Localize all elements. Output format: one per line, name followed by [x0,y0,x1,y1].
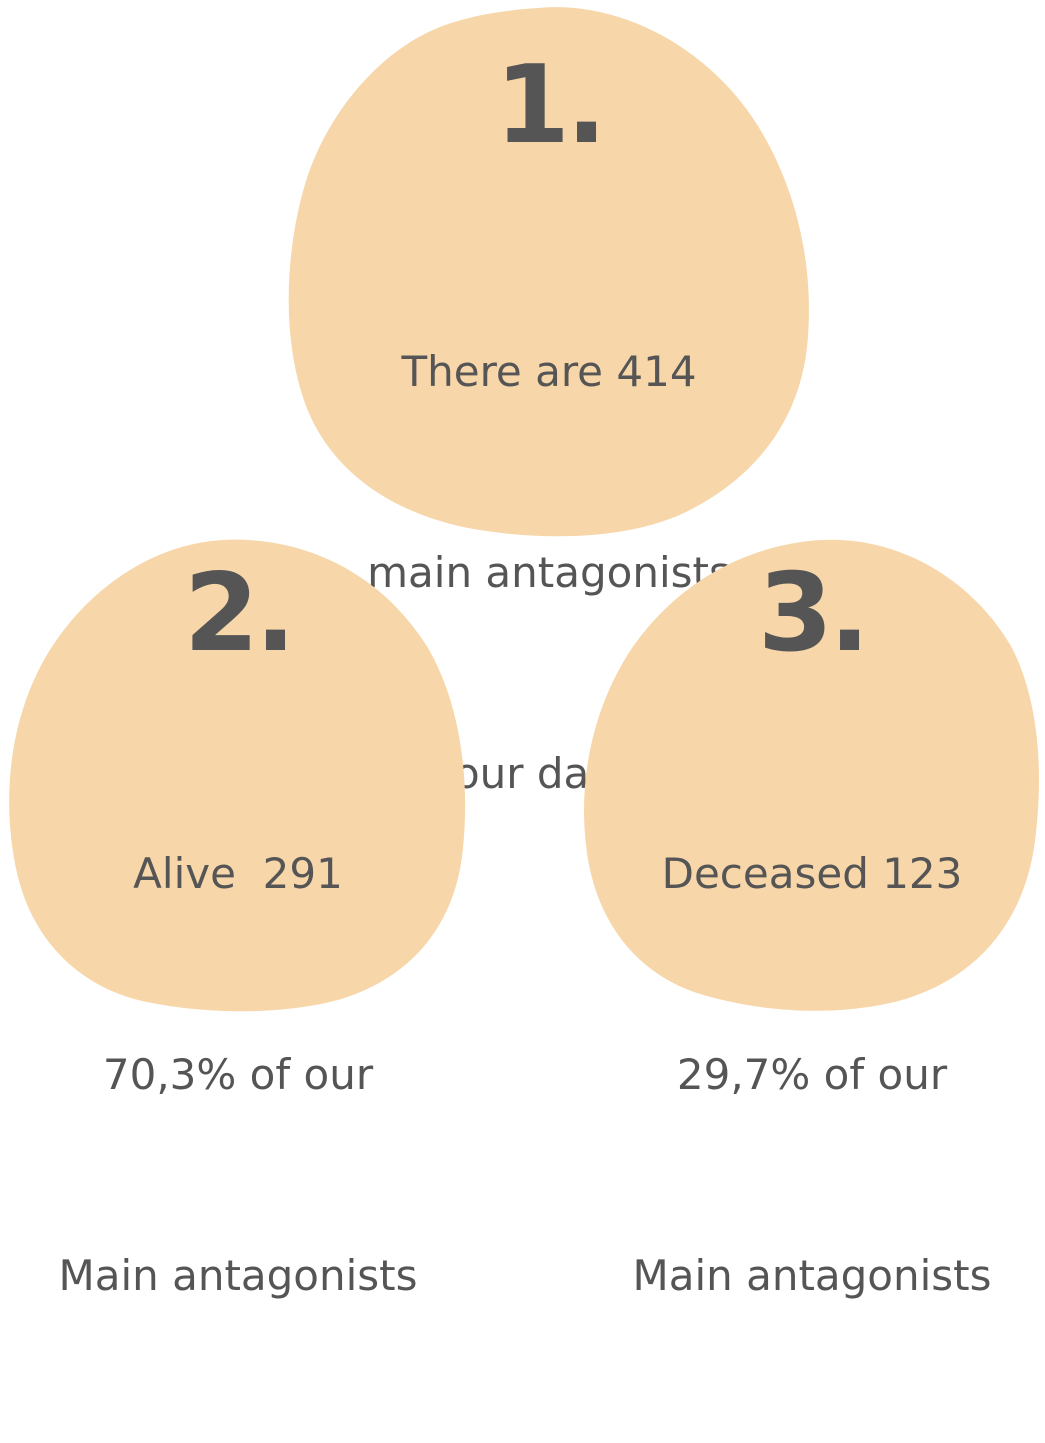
blob-shape [288,7,809,537]
fact-line: 29,7% of our [676,1050,948,1099]
fact-card-1: 1. There are 414 main antagonists in our… [288,6,810,798]
fact-card-2: 2. Alive 291 70,3% of our Main antagonis… [8,538,468,1300]
fact-line: Alive 291 [133,849,343,898]
fact-text: Deceased 123 29,7% of our Main antagonis… [582,706,1042,1443]
blob-shape [584,539,1039,1011]
fact-card-3: 3. Deceased 123 29,7% of our Main antago… [582,538,1042,1300]
fact-line: Main antagonists [58,1251,418,1300]
fact-number: 1. [494,43,607,168]
fact-line: Deceased 123 [661,849,963,898]
fact-line: There are 414 [401,347,697,396]
fact-number: 3. [757,551,870,676]
blob-shape [9,539,466,1012]
fact-number: 2. [183,551,296,676]
fact-line: 70,3% of our [102,1050,374,1099]
fact-line: Main antagonists [632,1251,992,1300]
fact-text: Alive 291 70,3% of our Main antagonists [8,706,468,1443]
